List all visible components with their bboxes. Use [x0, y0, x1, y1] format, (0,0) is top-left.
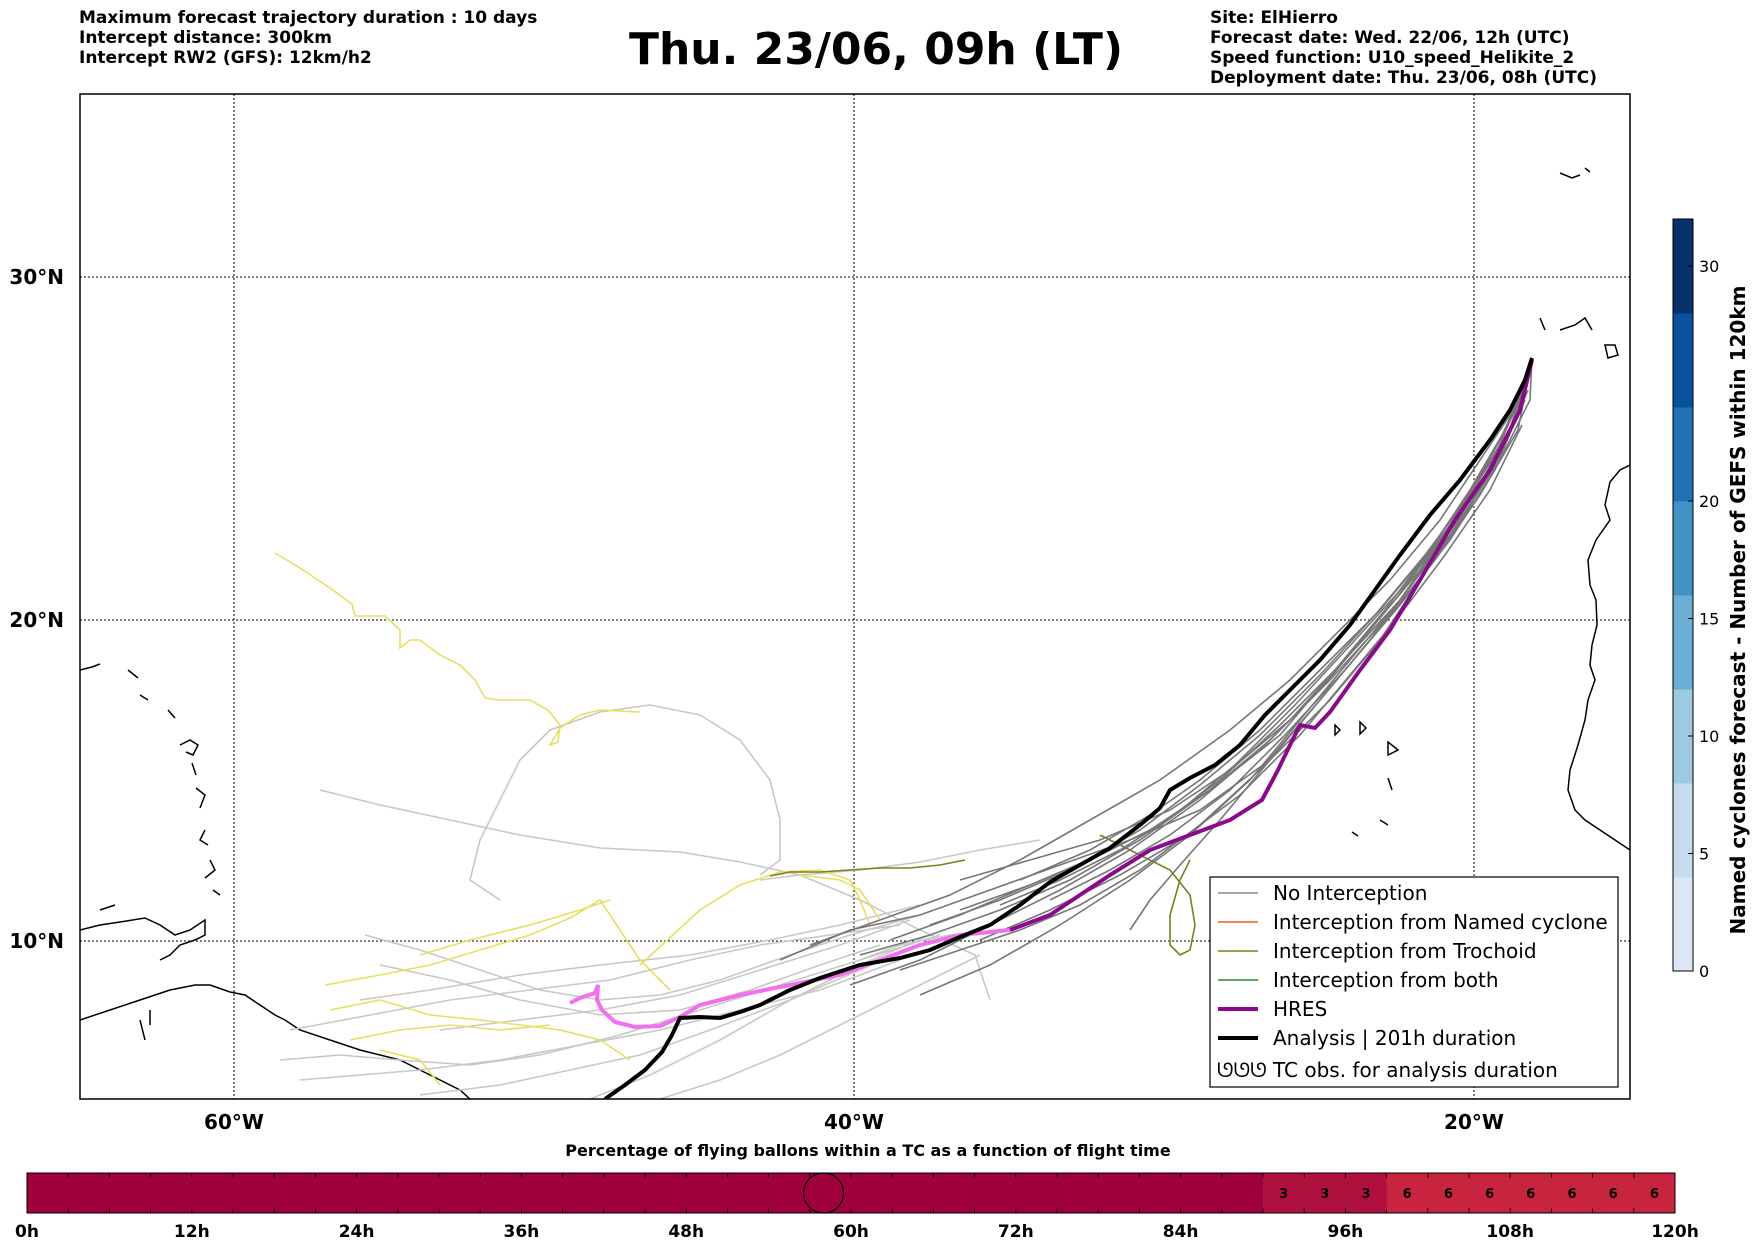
- timebar-tick-label: 108h: [1486, 1222, 1534, 1241]
- colorbar-band: [1673, 219, 1693, 314]
- run-parameters: Maximum forecast trajectory duration : 1…: [79, 8, 537, 68]
- legend-label-tc-obs: TC obs. for analysis duration: [1272, 1058, 1558, 1082]
- hres-trajectory: [1009, 359, 1534, 932]
- coast-canary-islands: [1539, 167, 1619, 359]
- intercept-rw2-text: Intercept RW2 (GFS): 12km/h2: [79, 48, 372, 68]
- coast-south-america: [80, 984, 471, 1099]
- timebar-cell-value: 3: [1361, 1187, 1370, 1202]
- colorbar-band: [1673, 595, 1693, 690]
- map-frame: [79, 93, 1631, 1100]
- colorbar-tick-label: 5: [1699, 845, 1709, 864]
- timebar-cells: 3 3 3 6 6 6 6 6 6 6: [26, 1172, 1676, 1214]
- timebar-tick-label: 12h: [174, 1222, 210, 1241]
- coast-venezuela: [80, 917, 206, 961]
- deployment-date-text: Deployment date: Thu. 23/06, 08h (UTC): [1210, 68, 1597, 88]
- colorbar-band: [1673, 407, 1693, 502]
- speed-function-text: Speed function: U10_speed_Helikite_2: [1210, 48, 1575, 68]
- coastlines: [80, 167, 1630, 1099]
- colorbar-frame: [1672, 218, 1694, 972]
- colorbar-gradient: [1673, 219, 1693, 972]
- page-title: Thu. 23/06, 09h (LT): [628, 24, 1124, 75]
- timebar-cell-value: 6: [1444, 1187, 1453, 1202]
- legend-label-hres: HRES: [1273, 997, 1327, 1021]
- legend-label-both: Interception from both: [1273, 968, 1499, 992]
- timebar-title: Percentage of flying ballons within a TC…: [565, 1141, 1171, 1160]
- intercept-distance-text: Intercept distance: 300km: [79, 28, 332, 48]
- lon-label-20w: 20°W: [1444, 1110, 1504, 1134]
- timebar-cell-value: 6: [1609, 1187, 1618, 1202]
- timebar-cell-value: 3: [1320, 1187, 1329, 1202]
- timebar-tick-label: 24h: [339, 1222, 375, 1241]
- timebar-tick-label: 48h: [668, 1222, 704, 1241]
- colorbar-band: [1673, 689, 1693, 784]
- legend-box: [1209, 876, 1619, 1088]
- colorbar-band: [1673, 877, 1693, 972]
- timebar-tick-label: 120h: [1651, 1222, 1699, 1241]
- timebar-frame: [26, 1172, 1676, 1214]
- timebar-ticks: 0h 12h 24h 36h 48h 60h 72h 84h 96h 108h 120h: [15, 1222, 1699, 1241]
- timebar-highlight: [1386, 1173, 1675, 1213]
- forecast-info: Site: ElHierro Forecast date: Wed. 22/06…: [1210, 8, 1597, 88]
- lon-label-60w: 60°W: [204, 1110, 264, 1134]
- tc-symbol-icon: ᘎᘎᘎ: [1217, 1058, 1267, 1082]
- coast-west-africa: [1567, 464, 1630, 851]
- legend-label-no-interception: No Interception: [1273, 881, 1427, 905]
- coast-cape-verde: [1334, 720, 1400, 837]
- timebar-tick-label: 0h: [15, 1222, 39, 1241]
- coast-caribbean-islands: [80, 663, 221, 1041]
- lat-label-10n: 10°N: [9, 929, 64, 953]
- timebar-cell-value: 6: [1485, 1187, 1494, 1202]
- colorbar-tick-label: 20: [1699, 492, 1719, 511]
- timebar-highlight: [1263, 1173, 1387, 1213]
- lon-label-40w: 40°W: [824, 1110, 884, 1134]
- colorbar-tick-label: 0: [1699, 962, 1709, 981]
- colorbar-band: [1673, 501, 1693, 596]
- timebar-tick-label: 60h: [833, 1222, 869, 1241]
- lat-label-20n: 20°N: [9, 608, 64, 632]
- legend-label-analysis: Analysis | 201h duration: [1273, 1026, 1516, 1050]
- colorbar-label: Named cyclones forecast - Number of GEFS…: [1726, 286, 1750, 935]
- colorbar-tick-label: 30: [1699, 257, 1719, 276]
- site-text: Site: ElHierro: [1210, 8, 1338, 28]
- lat-label-30n: 30°N: [9, 265, 64, 289]
- timebar-cell-value: 6: [1526, 1187, 1535, 1202]
- colorbar-ticks: 0 5 10 15 20 30: [1688, 257, 1719, 981]
- timebar-tick-label: 36h: [504, 1222, 540, 1241]
- lat-labels: 30°N 20°N 10°N: [9, 265, 64, 953]
- timebar-cell-value: 6: [1567, 1187, 1576, 1202]
- timebar-tick-label: 96h: [1328, 1222, 1364, 1241]
- colorbar-tick-label: 10: [1699, 727, 1719, 746]
- max-duration-text: Maximum forecast trajectory duration : 1…: [79, 8, 538, 28]
- legend: No Interception Interception from Named …: [1209, 876, 1619, 1088]
- colorbar-tick-label: 15: [1699, 610, 1719, 629]
- forecast-date-text: Forecast date: Wed. 22/06, 12h (UTC): [1210, 28, 1570, 48]
- colorbar-band: [1673, 313, 1693, 408]
- time-bar: Percentage of flying ballons within a TC…: [15, 1141, 1699, 1241]
- timebar-cell-value: 6: [1403, 1187, 1412, 1202]
- legend-label-named-cyclone: Interception from Named cyclone: [1273, 910, 1608, 934]
- timebar-cell-value: 3: [1279, 1187, 1288, 1202]
- hres-early-trajectory: [569, 928, 1011, 1030]
- timebar-cell-value: 6: [1650, 1187, 1659, 1202]
- colorbar-band: [1673, 783, 1693, 878]
- colorbar: 0 5 10 15 20 30 Named cyclones forecast - Num…: [1672, 218, 1750, 981]
- yellow-trajectories: [274, 552, 881, 1086]
- lon-labels: 60°W 40°W 20°W: [204, 1110, 1504, 1134]
- analysis-trajectory: [603, 357, 1534, 1099]
- timebar-tick-label: 84h: [1163, 1222, 1199, 1241]
- timebar-tick-label: 72h: [998, 1222, 1034, 1241]
- gefs-far-trajectories: [279, 704, 1041, 1099]
- trochoid-trajectories: [769, 834, 1196, 956]
- legend-label-trochoid: Interception from Trochoid: [1273, 939, 1537, 963]
